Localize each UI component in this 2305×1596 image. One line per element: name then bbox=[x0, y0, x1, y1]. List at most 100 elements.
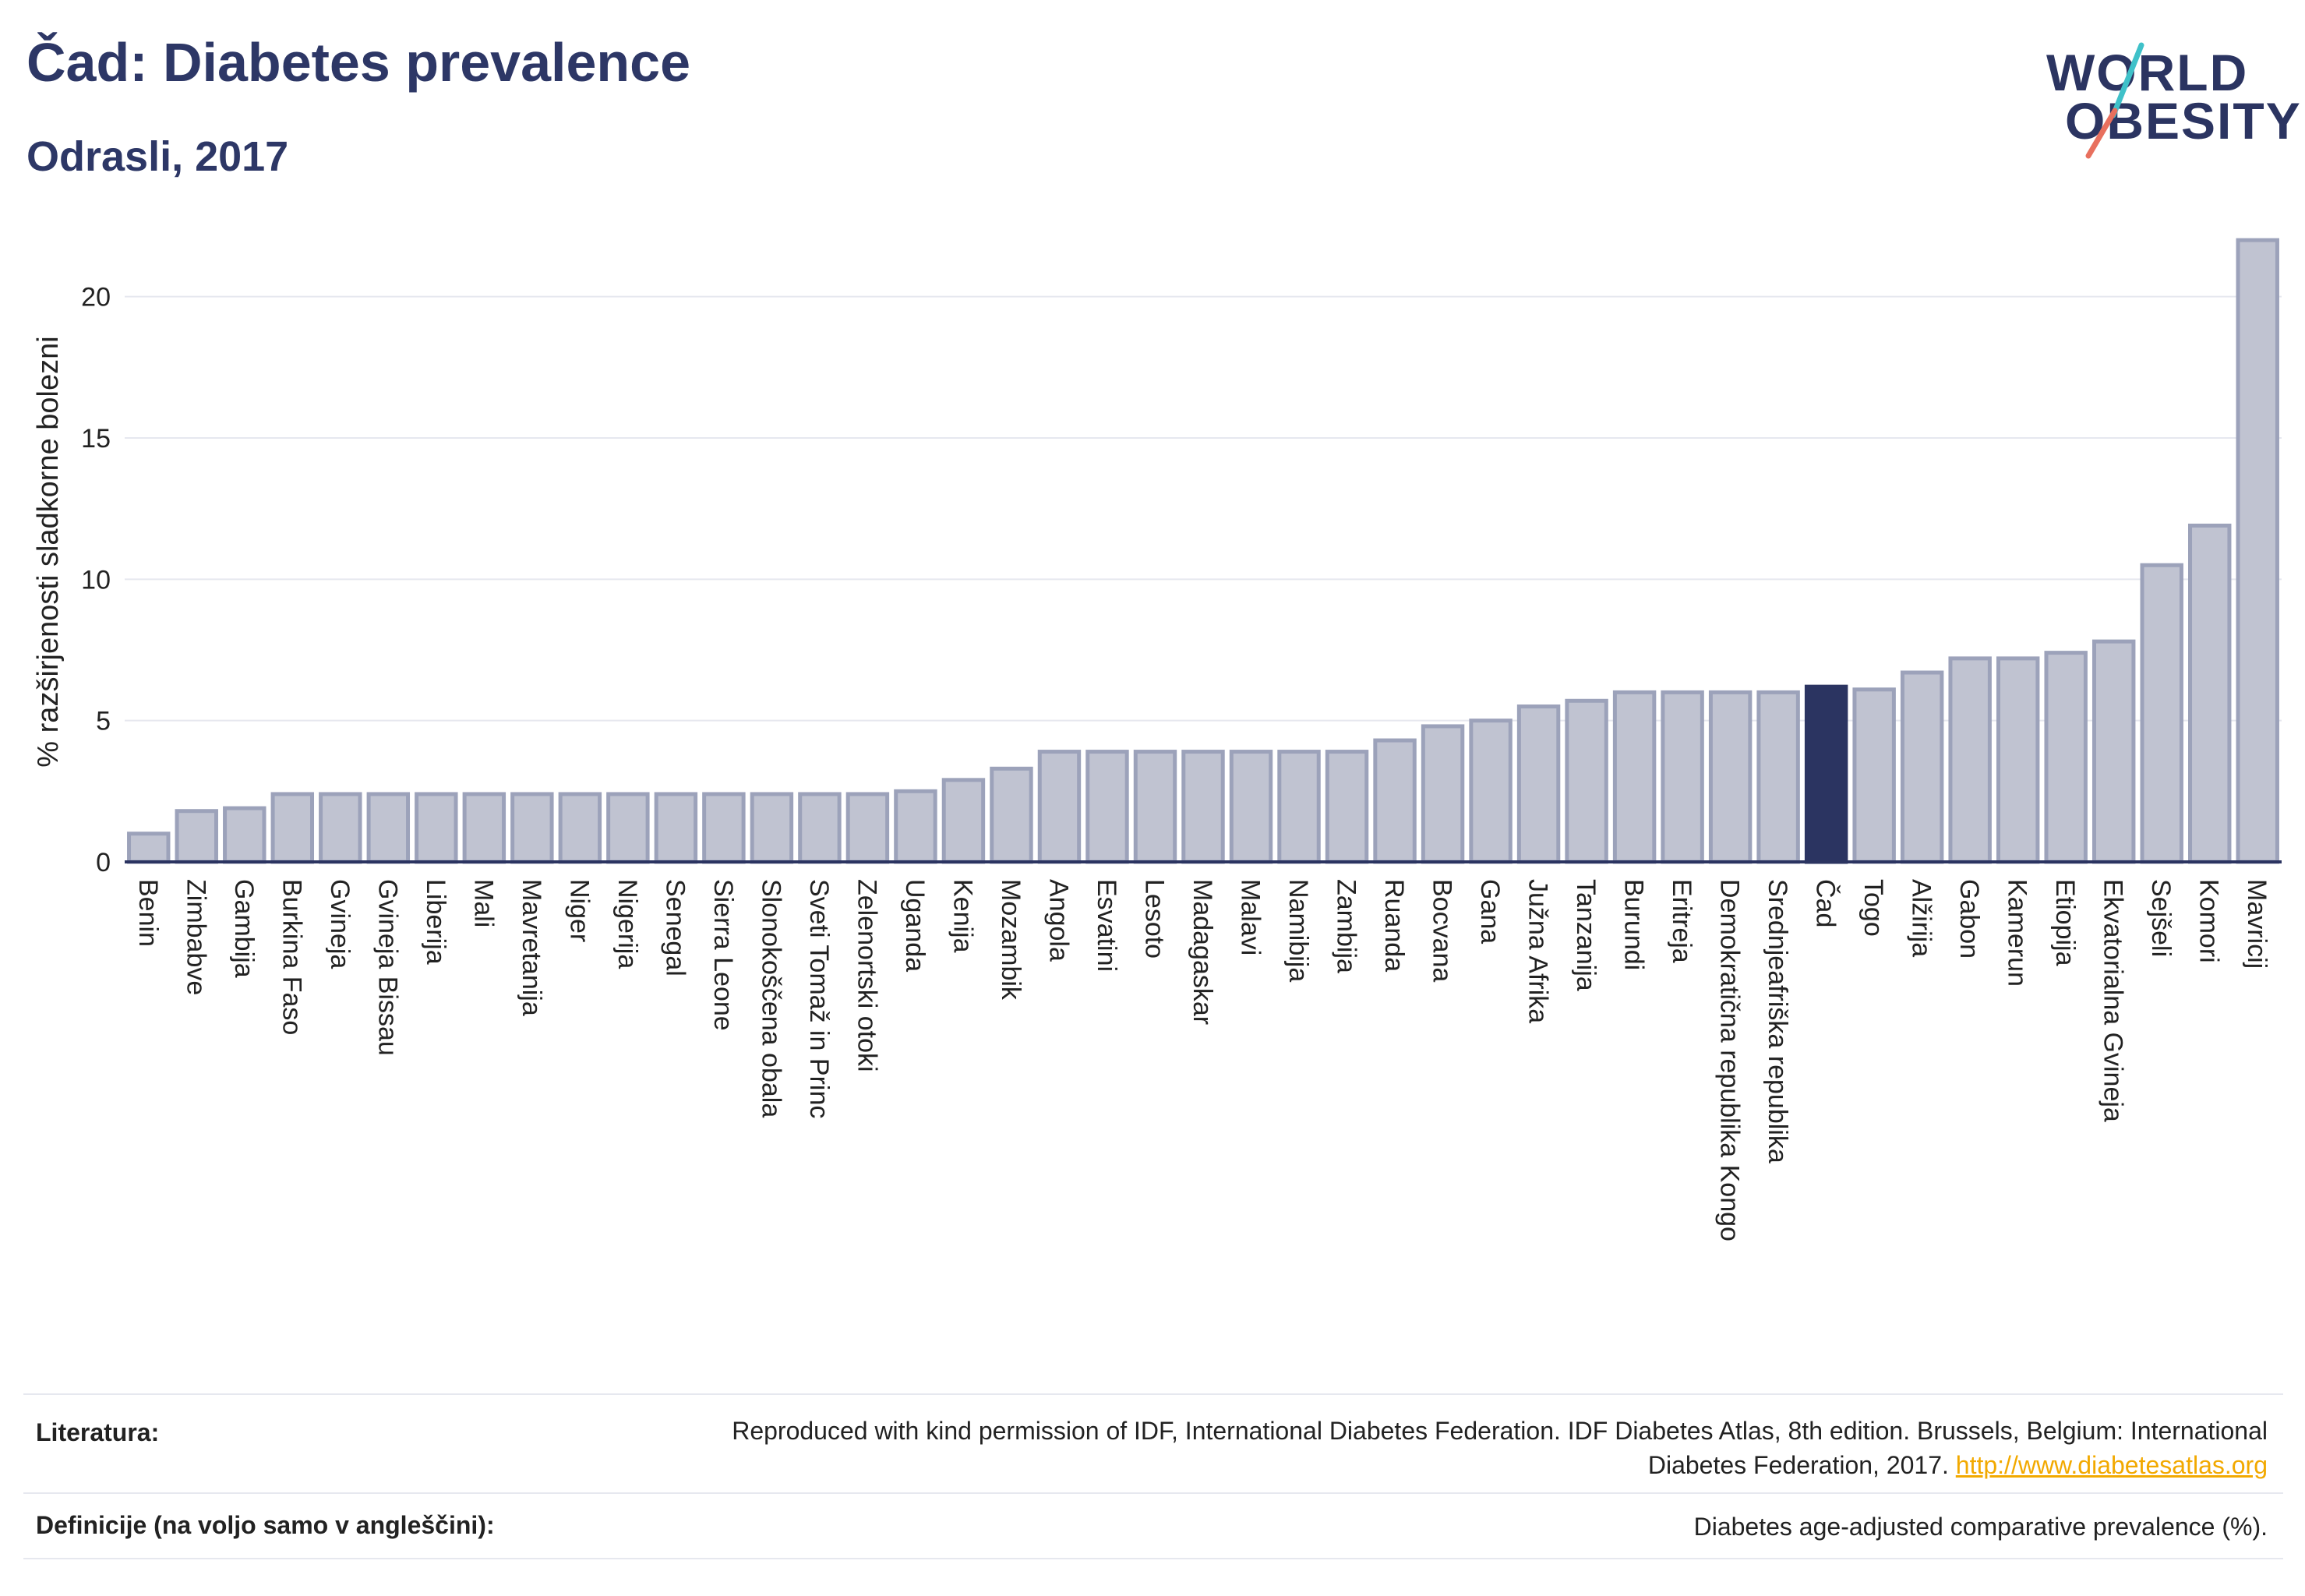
bar bbox=[845, 792, 890, 864]
x-tick-label: Lesoto bbox=[1139, 879, 1169, 959]
bar bbox=[1325, 750, 1369, 864]
x-tick-label: Kamerun bbox=[2003, 879, 2032, 987]
references-text-block: Reproduced with kind permission of IDF, … bbox=[670, 1414, 2268, 1482]
x-tick-label: Gvineja bbox=[325, 879, 355, 969]
references-label: Literatura: bbox=[36, 1418, 160, 1446]
y-tick-label: 5 bbox=[96, 707, 111, 736]
chart-title: Čad: Diabetes prevalence bbox=[26, 32, 691, 93]
bar bbox=[1181, 750, 1225, 864]
bar bbox=[127, 832, 171, 864]
x-tick-label: Demokratična republika Kongo bbox=[1715, 879, 1745, 1241]
x-tick-label: Mavretanija bbox=[517, 879, 546, 1016]
x-tick-label: Alžirija bbox=[1907, 879, 1936, 957]
y-tick-label: 20 bbox=[81, 283, 111, 312]
bar bbox=[990, 766, 1033, 864]
x-tick-label: Esvatini bbox=[1092, 879, 1121, 972]
x-tick-label: Bocvana bbox=[1428, 879, 1457, 982]
bar bbox=[1852, 687, 1896, 864]
bar bbox=[2236, 238, 2279, 864]
x-tick-label: Etiopija bbox=[2050, 879, 2080, 966]
x-tick-label: Malavi bbox=[1236, 879, 1265, 955]
bar bbox=[2188, 523, 2232, 864]
bar bbox=[1708, 690, 1753, 864]
bar bbox=[606, 792, 650, 864]
references-row: Literatura: Reproduced with kind permiss… bbox=[23, 1393, 2283, 1492]
bar bbox=[941, 778, 986, 864]
bar bbox=[270, 792, 315, 864]
x-tick-label: Sejšeli bbox=[2146, 879, 2176, 957]
x-tick-label: Sveti Tomaž in Princ bbox=[804, 879, 834, 1118]
bar bbox=[2140, 563, 2183, 864]
bar bbox=[1085, 750, 1129, 864]
bar bbox=[894, 789, 937, 864]
bar bbox=[1133, 750, 1177, 864]
x-tick-label: Madagaskar bbox=[1188, 879, 1217, 1025]
x-tick-label: Zambija bbox=[1332, 879, 1361, 973]
x-tick-label: Slonokoščena obala bbox=[756, 879, 785, 1118]
x-tick-label: Angola bbox=[1043, 879, 1073, 962]
x-tick-label: Ekvatorialna Gvineja bbox=[2099, 879, 2128, 1122]
x-tick-label: Mali bbox=[468, 879, 498, 927]
bar bbox=[1516, 704, 1561, 864]
x-tick-label: Ruanda bbox=[1379, 879, 1409, 972]
logo-slash-icon bbox=[2085, 42, 2144, 159]
x-tick-label: Srednjeafriška republika bbox=[1763, 879, 1792, 1163]
bar bbox=[1900, 670, 1944, 864]
diabetes-atlas-link[interactable]: http://www.diabetesatlas.org bbox=[1955, 1451, 2268, 1479]
world-obesity-logo[interactable]: WORLD OBESITY bbox=[2026, 23, 2300, 171]
definitions-label: Definicije (na voljo samo v angleščini): bbox=[36, 1511, 495, 1539]
x-tick-label: Mozambik bbox=[996, 879, 1025, 1001]
bar bbox=[1804, 684, 1848, 864]
y-tick-label: 0 bbox=[96, 848, 111, 877]
x-tick-label: Sierra Leone bbox=[708, 879, 738, 1031]
y-axis-label: % razširjenosti sladkorne bolezni bbox=[32, 336, 65, 767]
bar bbox=[750, 792, 794, 864]
x-tick-label: Niger bbox=[564, 879, 594, 942]
x-tick-label: Liberija bbox=[421, 879, 450, 965]
bar bbox=[1037, 750, 1082, 864]
bar bbox=[1469, 719, 1513, 864]
x-tick-label: Kenija bbox=[948, 879, 977, 953]
y-tick-label: 15 bbox=[81, 424, 111, 454]
x-tick-label: Mavricij bbox=[2242, 879, 2271, 969]
bar bbox=[462, 792, 507, 864]
bar bbox=[415, 792, 458, 864]
x-tick-label: Gabon bbox=[1954, 879, 1984, 959]
bar bbox=[1948, 656, 1992, 864]
bar bbox=[1565, 698, 1608, 864]
x-tick-label: Gambija bbox=[229, 879, 259, 978]
bar bbox=[175, 809, 218, 864]
x-tick-label: Gvineja Bissau bbox=[372, 879, 402, 1056]
bar bbox=[558, 792, 602, 864]
definitions-row: Definicije (na voljo samo v angleščini):… bbox=[23, 1492, 2283, 1559]
bar bbox=[1373, 738, 1417, 864]
bar bbox=[798, 792, 842, 864]
x-tick-label: Zelenortski otoki bbox=[852, 879, 881, 1072]
footer-table: Literatura: Reproduced with kind permiss… bbox=[23, 1393, 2283, 1559]
x-tick-label: Burkina Faso bbox=[277, 879, 306, 1035]
bar-chart: 0 5 10 15 20 % razširjenosti sladkorne bolezn… bbox=[32, 238, 2282, 1241]
bar bbox=[2091, 639, 2136, 864]
x-tick-label: Senegal bbox=[660, 879, 690, 976]
definitions-text: Diabetes age-adjusted comparative preval… bbox=[1693, 1513, 2268, 1541]
x-tick-label: Togo bbox=[1858, 879, 1888, 937]
bar bbox=[1996, 656, 2040, 864]
bar bbox=[654, 792, 698, 864]
bar bbox=[702, 792, 746, 864]
logo-line-1: WORLD bbox=[2046, 44, 2249, 101]
x-tick-label: Tanzanija bbox=[1571, 879, 1601, 991]
x-tick-label: Nigerija bbox=[612, 879, 642, 969]
x-tick-label: Benin bbox=[133, 879, 163, 947]
y-tick-label: 10 bbox=[81, 565, 111, 595]
x-tick-label: Južna Afrika bbox=[1523, 879, 1553, 1023]
chart-subtitle: Odrasli, 2017 bbox=[26, 133, 289, 180]
x-tick-label: Zimbabve bbox=[181, 879, 210, 995]
bar bbox=[2044, 651, 2088, 864]
bar bbox=[319, 792, 362, 864]
x-tick-label: Eritreja bbox=[1667, 879, 1696, 963]
bar bbox=[366, 792, 411, 864]
x-tick-label: Komori bbox=[2194, 879, 2224, 963]
x-tick-label: Uganda bbox=[900, 879, 930, 972]
bar bbox=[1277, 750, 1321, 864]
x-tick-label: Burundi bbox=[1619, 879, 1649, 970]
